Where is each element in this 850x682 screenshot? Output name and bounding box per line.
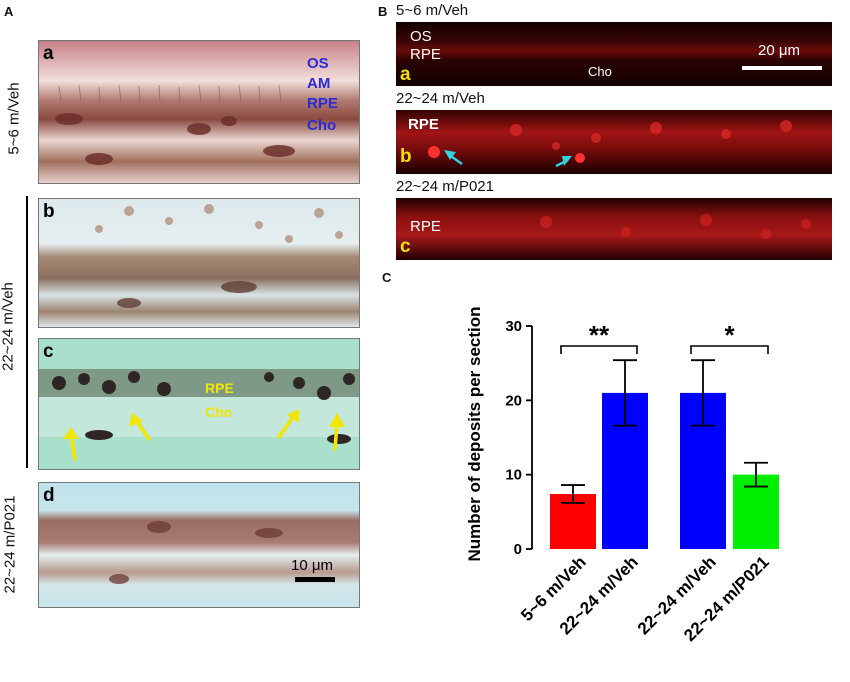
group-bracket-line — [26, 196, 28, 468]
label-os: OS — [307, 55, 329, 72]
subpanel-letter-a: a — [43, 43, 54, 64]
label-rpe-bc: RPE — [410, 218, 441, 235]
error-bar — [744, 461, 768, 488]
panel-c-label: C — [382, 270, 392, 285]
fluorescence-image-a: OS RPE Cho 20 μm a — [396, 22, 832, 86]
y-tick-label: 10 — [505, 467, 522, 484]
histology-image-b: b — [38, 198, 360, 328]
fluo-letter-b: b — [400, 146, 412, 167]
significance-label: * — [724, 320, 735, 350]
error-bar — [561, 484, 585, 504]
label-rpe-bb: RPE — [408, 116, 439, 133]
label-os-b: OS — [410, 28, 432, 45]
fluo-letter-a: a — [400, 64, 411, 85]
row-label-old-p021: 22~24 m/P021 — [1, 495, 19, 594]
label-cho-c: Cho — [205, 404, 233, 420]
error-bar — [691, 359, 715, 427]
significance-label: ** — [589, 320, 610, 350]
fluo-title-a: 5~6 m/Veh — [396, 2, 469, 19]
panel-a-label: A — [4, 4, 14, 19]
subpanel-letter-b: b — [43, 201, 55, 222]
row-label-young: 5~6 m/Veh — [5, 82, 23, 155]
panel-b-label: B — [378, 4, 388, 19]
fluo-title-b: 22~24 m/Veh — [396, 90, 485, 107]
label-cho: Cho — [307, 117, 337, 134]
fluo-letter-c: c — [400, 236, 411, 257]
scale-bar-label-a: 10 μm — [291, 557, 333, 574]
error-bar — [613, 359, 637, 427]
label-rpe: RPE — [307, 95, 338, 112]
label-rpe-ba: RPE — [410, 46, 441, 63]
label-am: AM — [307, 75, 331, 92]
fluo-title-c: 22~24 m/P021 — [396, 178, 494, 195]
label-rpe-c: RPE — [205, 380, 234, 396]
scale-bar-label-b: 20 μm — [758, 42, 800, 59]
y-axis-label: Number of deposits per section — [465, 306, 484, 561]
histology-image-a: a OS AM RPE Cho — [38, 40, 360, 184]
fluorescence-image-b: RPE b — [396, 110, 832, 174]
fluorescence-image-c: RPE c — [396, 198, 832, 260]
label-cho-b: Cho — [588, 64, 612, 79]
histology-image-d: d 10 μm — [38, 482, 360, 608]
y-tick-label: 20 — [505, 392, 522, 409]
y-tick-label: 30 — [505, 318, 522, 335]
y-tick-label: 0 — [514, 541, 522, 558]
significance-bracket — [560, 345, 638, 354]
histology-image-c: c RPE Cho — [38, 338, 360, 470]
subpanel-letter-d: d — [43, 485, 55, 506]
subpanel-letter-c: c — [43, 341, 54, 362]
significance-bracket — [690, 345, 769, 354]
row-label-old-veh: 22~24 m/Veh — [0, 282, 17, 371]
